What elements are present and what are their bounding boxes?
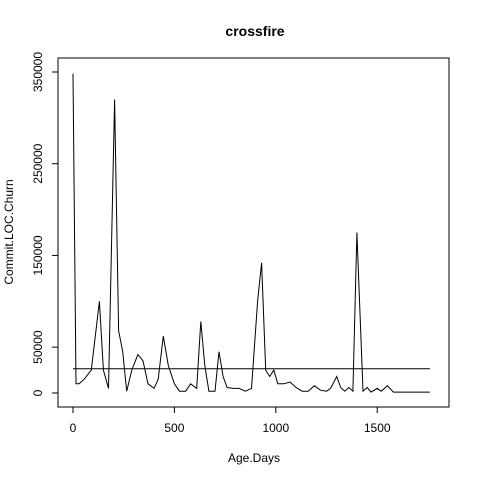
y-tick-label: 150000 <box>31 235 45 275</box>
series-line-churn <box>72 73 430 393</box>
x-axis-label: Age.Days <box>228 451 280 465</box>
x-tick-label: 1000 <box>262 421 289 435</box>
y-tick-label: 250000 <box>31 143 45 183</box>
y-tick-label: 0 <box>31 389 45 396</box>
x-tick-label: 0 <box>70 421 77 435</box>
y-tick-label: 50000 <box>31 330 45 364</box>
x-axis: 0 500 1000 1500 <box>70 406 391 435</box>
x-tick-label: 500 <box>164 421 184 435</box>
y-axis: 0 50000 150000 250000 350000 <box>31 52 59 396</box>
y-axis-label: Commit.LOC.Churn <box>2 179 16 284</box>
series-layer <box>72 73 430 393</box>
y-tick-label: 350000 <box>31 52 45 92</box>
chart-title: crossfire <box>225 23 284 39</box>
x-tick-label: 1500 <box>364 421 391 435</box>
